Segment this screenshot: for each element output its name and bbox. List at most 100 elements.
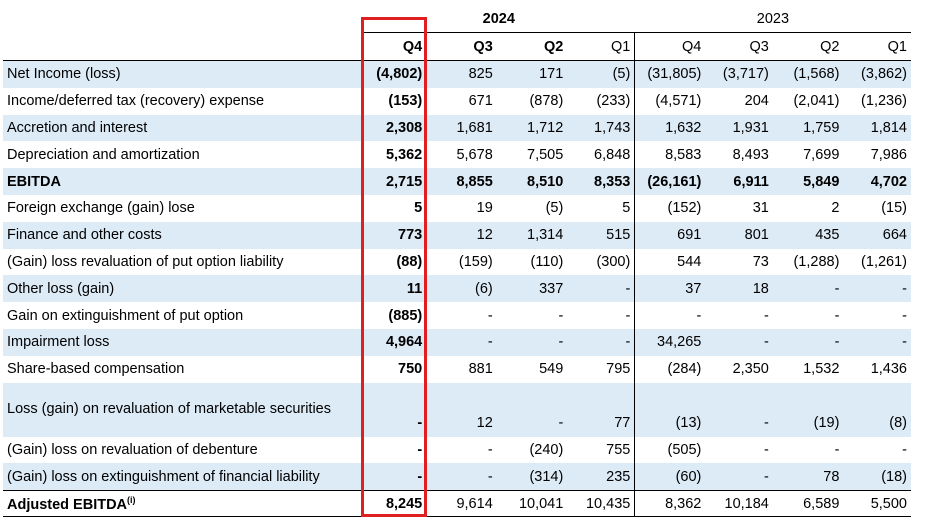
quarter-header: Q1 (843, 32, 911, 61)
table-cell: 773 (362, 221, 427, 249)
table-cell: 691 (634, 221, 706, 249)
year-2024-header: 2024 (362, 6, 635, 33)
table-cell: 750 (398, 361, 423, 378)
table-cell: - (772, 275, 844, 303)
row-label: Adjusted EBITDA (7, 496, 128, 513)
table-cell: 1,632 (634, 114, 706, 142)
table-cell: - (362, 382, 427, 437)
table-cell: (159) (458, 253, 493, 270)
table-cell: - (558, 307, 564, 324)
table-cell: 8,362 (634, 490, 706, 517)
table-cell: (5) (545, 200, 564, 217)
table-cell: 31 (752, 200, 769, 217)
footnote-marker: (i) (127, 494, 136, 505)
table-cell: (110) (530, 253, 564, 270)
table-cell: 18 (705, 275, 773, 303)
table-cell: (1,568) (772, 60, 844, 88)
table-cell: - (567, 275, 635, 303)
table-cell: (1,236) (861, 93, 907, 110)
row-label: Gain on extinguishment of put option (7, 307, 244, 324)
table-row: Gain on extinguishment of put option (885… (3, 302, 911, 329)
table-cell: (60) (634, 463, 706, 491)
table-cell: 549 (539, 361, 564, 378)
table-cell: 5,849 (772, 168, 844, 195)
table-cell: (233) (596, 93, 631, 110)
table-cell: 12 (426, 382, 497, 437)
table-cell: 1,931 (705, 114, 773, 142)
table-cell: (153) (388, 93, 423, 110)
quarter-header: Q4 (362, 32, 427, 61)
row-label: Foreign exchange (gain) lose (7, 200, 195, 217)
row-label: Other loss (gain) (3, 275, 363, 303)
table-cell: 9,614 (426, 490, 497, 517)
table-cell: - (362, 463, 427, 491)
table-cell: (2,041) (793, 93, 840, 110)
table-row: Share-based compensation 750 881 549 795 (284… (3, 355, 911, 383)
table-cell: (4,571) (634, 87, 706, 115)
table-row: EBITDA 2,715 8,855 8,510 8,353 (26,161) 6,911 5… (3, 168, 911, 195)
table-row: (Gain) loss on extinguishment of financi… (3, 463, 911, 491)
row-label: Accretion and interest (3, 114, 363, 142)
table-cell: 6,911 (705, 168, 773, 195)
table-cell: (13) (634, 382, 706, 437)
table-cell: 6,589 (772, 490, 844, 517)
table-cell: (314) (496, 463, 568, 491)
table-cell: 10,184 (705, 490, 773, 517)
table-cell: - (772, 328, 844, 356)
table-cell: (15) (881, 200, 907, 217)
table-cell: (88) (396, 253, 423, 270)
table-cell: 795 (606, 361, 631, 378)
table-cell: 2,308 (362, 114, 427, 142)
table-cell: 2,350 (732, 361, 769, 378)
table-cell: 8,583 (634, 141, 706, 169)
table-cell: - (417, 441, 423, 458)
table-row: Other loss (gain) 11 (6) 337-37 18- - (3, 275, 911, 303)
table-cell: 5,678 (456, 146, 493, 163)
table-cell: - (843, 328, 911, 356)
table-row: Foreign exchange (gain) lose 5 19 (5) 5 (152)… (3, 194, 911, 222)
row-label: Loss (gain) on revaluation of marketable… (3, 382, 363, 437)
table-cell: (505) (634, 436, 706, 464)
table-cell: - (496, 382, 568, 437)
table-cell: (1,261) (861, 253, 907, 270)
row-label: Impairment loss (3, 328, 363, 356)
row-label: (Gain) loss on revaluation of debenture (7, 441, 258, 458)
table-cell: - (426, 463, 497, 491)
table-cell: 4,702 (843, 168, 911, 195)
quarter-header: Q2 (772, 32, 844, 61)
table-cell: (5) (567, 60, 635, 88)
table-cell: 8,855 (426, 168, 497, 195)
table-cell: - (902, 441, 907, 458)
table-cell: 825 (426, 60, 497, 88)
table-cell: 10,041 (496, 490, 568, 517)
table-cell: 19 (476, 200, 493, 217)
table-row: Loss (gain) on revaluation of marketable… (3, 382, 911, 437)
table-cell: 1,759 (772, 114, 844, 142)
table-cell: 8,353 (567, 168, 635, 195)
table-cell: 337 (496, 275, 568, 303)
table-cell: 1,314 (496, 221, 568, 249)
table-cell: 171 (496, 60, 568, 88)
row-label: Depreciation and amortization (7, 146, 200, 163)
row-label: Finance and other costs (3, 221, 363, 249)
table-row: Income/deferred tax (recovery) expense (1… (3, 87, 911, 115)
table-cell: 4,964 (362, 328, 427, 356)
table-cell: 10,435 (567, 490, 635, 517)
table-cell: 5,362 (385, 146, 423, 163)
table-row: Impairment loss 4,964- - -34,265- - - (3, 328, 911, 356)
row-label: (Gain) loss on extinguishment of financi… (3, 463, 363, 491)
table-cell: (31,805) (634, 60, 706, 88)
table-cell: 5 (414, 200, 423, 217)
table-cell: (300) (596, 253, 631, 270)
table-cell: - (834, 441, 840, 458)
adjusted-ebitda-table: 2024 2023 Q4 Q3 Q2 Q1 Q4 Q3 Q2 Q1 Net In… (3, 6, 911, 517)
quarter-header: Q1 (567, 32, 635, 61)
table-cell: 7,505 (527, 146, 564, 163)
table-cell: 671 (468, 93, 493, 110)
table-cell: 1,681 (426, 114, 497, 142)
table-cell: 8,510 (496, 168, 568, 195)
table-cell: - (764, 307, 769, 324)
table-cell: 2,715 (362, 168, 427, 195)
table-cell: 11 (362, 275, 427, 303)
table-cell: 8,245 (362, 490, 427, 517)
